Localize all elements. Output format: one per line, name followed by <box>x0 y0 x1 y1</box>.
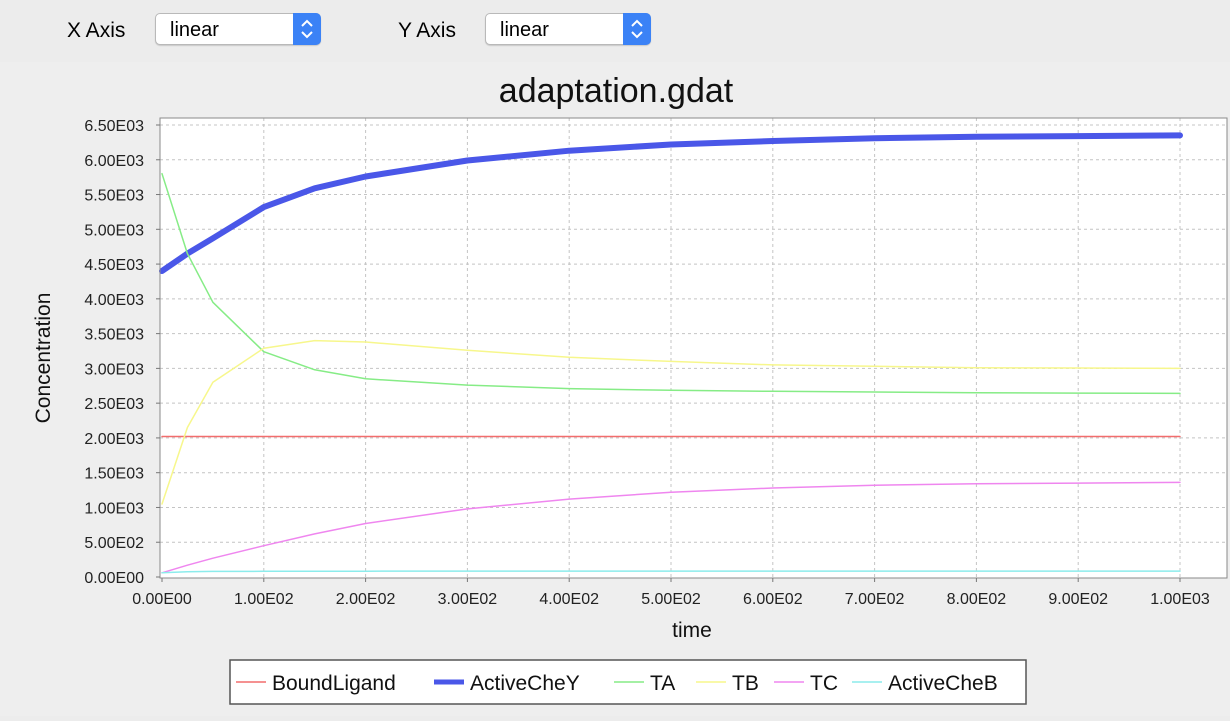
series-line-activechey <box>159 132 1183 274</box>
y-axis-scale-select[interactable]: linear <box>485 13 651 45</box>
legend-label-tc: TC <box>810 672 838 695</box>
x-tick-label: 1.00E03 <box>1150 591 1210 608</box>
y-tick-label: 5.00E02 <box>84 535 144 552</box>
tick-labels: 0.00E00 1.00E02 2.00E02 3.00E02 4.00E02 5.00E… <box>84 118 1210 608</box>
axis-toolbar: X Axis linear Y Axis linear <box>0 0 1230 60</box>
y-tick-label: 4.00E03 <box>84 292 144 309</box>
y-tick-label: 5.00E03 <box>84 222 144 239</box>
x-axis-title: time <box>672 619 712 642</box>
x-tick-label: 9.00E02 <box>1048 591 1108 608</box>
legend-label-activechey: ActiveCheY <box>470 672 580 695</box>
series-group <box>159 132 1183 574</box>
x-tick-label: 2.00E02 <box>336 591 396 608</box>
x-tick-label: 0.00E00 <box>132 591 192 608</box>
x-tick-label: 4.00E02 <box>539 591 599 608</box>
legend-label-ta: TA <box>650 672 675 695</box>
updown-chevron-icon <box>293 13 321 45</box>
updown-chevron-icon <box>623 13 651 45</box>
grid <box>160 118 1227 578</box>
chart-panel: adaptation.gdat time Concentration 0.00E… <box>0 62 1230 716</box>
legend-label-tb: TB <box>732 672 759 695</box>
y-tick-label: 2.00E03 <box>84 431 144 448</box>
legend-label-boundligand: BoundLigand <box>272 672 396 695</box>
y-tick-label: 1.00E03 <box>84 500 144 517</box>
y-axis-label: Y Axis <box>398 19 456 42</box>
y-tick-label: 0.00E00 <box>84 570 144 587</box>
series-line-tc <box>161 481 1181 574</box>
series-line-tb <box>161 339 1181 505</box>
y-tick-label: 6.50E03 <box>84 118 144 135</box>
x-axis-scale-value: linear <box>170 19 219 41</box>
x-tick-label: 8.00E02 <box>947 591 1007 608</box>
y-tick-label: 2.50E03 <box>84 396 144 413</box>
plot-border <box>159 117 1228 579</box>
series-line-activecheb <box>161 570 1181 574</box>
legend-label-activecheb: ActiveCheB <box>888 672 998 695</box>
x-tick-label: 6.00E02 <box>743 591 803 608</box>
legend: BoundLigand ActiveCheY TA TB TC ActiveCheB <box>229 659 1027 705</box>
y-axis-scale-value: linear <box>500 19 549 41</box>
y-tick-label: 4.50E03 <box>84 257 144 274</box>
y-tick-label: 1.50E03 <box>84 466 144 483</box>
line-chart[interactable]: adaptation.gdat time Concentration 0.00E… <box>0 62 1230 716</box>
x-axis-scale-select[interactable]: linear <box>155 13 321 45</box>
series-line-ta <box>161 172 1181 395</box>
y-tick-label: 6.00E03 <box>84 153 144 170</box>
y-axis-title: Concentration <box>32 293 55 424</box>
y-tick-label: 3.50E03 <box>84 327 144 344</box>
x-axis-label: X Axis <box>67 19 126 42</box>
x-tick-label: 5.00E02 <box>641 591 701 608</box>
chart-title: adaptation.gdat <box>499 72 734 110</box>
x-tick-label: 7.00E02 <box>845 591 905 608</box>
x-tick-label: 1.00E02 <box>234 591 294 608</box>
y-tick-label: 5.50E03 <box>84 188 144 205</box>
x-tick-label: 3.00E02 <box>438 591 498 608</box>
y-tick-label: 3.00E03 <box>84 361 144 378</box>
